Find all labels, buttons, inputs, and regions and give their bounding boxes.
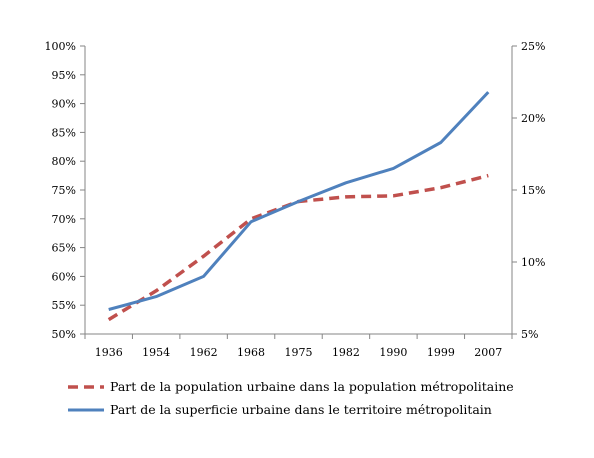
legend-label-population: Part de la population urbaine dans la po… (110, 379, 514, 394)
right-tick-label: 20% (521, 112, 545, 125)
series-line-1 (108, 91, 490, 311)
x-tick-label: 1990 (379, 346, 407, 359)
left-tick-label: 85% (52, 126, 76, 139)
x-tick-label: 1982 (332, 346, 360, 359)
x-tick-label: 1936 (95, 346, 123, 359)
left-tick-label: 55% (52, 299, 76, 312)
right-tick-label: 15% (521, 184, 545, 197)
x-tick-label: 2007 (474, 346, 502, 359)
right-axis-ticks: 5% 10% 15% 20% 25% (512, 40, 545, 341)
left-tick-label: 65% (52, 242, 76, 255)
left-tick-label: 70% (52, 213, 76, 226)
x-tick-label: 1962 (190, 346, 218, 359)
series-group (107, 91, 490, 322)
right-tick-label: 25% (521, 40, 545, 53)
left-tick-label: 100% (45, 40, 76, 53)
x-tick-label: 1975 (285, 346, 313, 359)
x-tick-label: 1968 (237, 346, 265, 359)
x-tick-label: 1999 (427, 346, 455, 359)
axes (84, 46, 513, 335)
left-tick-label: 90% (52, 98, 76, 111)
left-tick-label: 60% (52, 270, 76, 283)
left-axis-ticks: 50% 55% 60% 65% 70% 75% 80% 85% 90% 95% 100% (45, 40, 85, 341)
left-tick-label: 75% (52, 184, 76, 197)
x-axis-ticks: 1936 1954 1962 1968 1975 1982 1990 1999 2007 (84, 334, 513, 359)
left-tick-label: 95% (52, 69, 76, 82)
legend: Part de la population urbaine dans la po… (68, 379, 514, 417)
series-line-0 (107, 173, 489, 322)
left-tick-label: 80% (52, 155, 76, 168)
legend-label-superficie: Part de la superficie urbaine dans le te… (110, 402, 492, 417)
right-tick-label: 5% (521, 328, 538, 341)
x-tick-label: 1954 (142, 346, 170, 359)
right-tick-label: 10% (521, 256, 545, 269)
left-tick-label: 50% (52, 328, 76, 341)
